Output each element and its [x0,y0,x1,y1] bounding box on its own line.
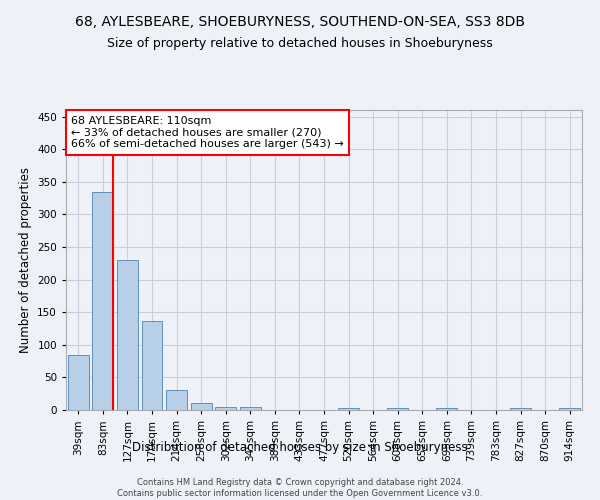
Text: 68, AYLESBEARE, SHOEBURYNESS, SOUTHEND-ON-SEA, SS3 8DB: 68, AYLESBEARE, SHOEBURYNESS, SOUTHEND-O… [75,15,525,29]
Bar [166,390,187,410]
Bar [240,406,261,410]
Bar [191,404,212,410]
Bar [68,354,89,410]
Bar [510,408,531,410]
Bar [142,322,163,410]
Text: 68 AYLESBEARE: 110sqm
← 33% of detached houses are smaller (270)
66% of semi-det: 68 AYLESBEARE: 110sqm ← 33% of detached … [71,116,344,149]
Text: Size of property relative to detached houses in Shoeburyness: Size of property relative to detached ho… [107,38,493,51]
Y-axis label: Number of detached properties: Number of detached properties [19,167,32,353]
Bar [387,408,408,410]
Bar [436,408,457,410]
Bar [338,408,359,410]
Bar [559,408,580,410]
Bar [215,406,236,410]
Text: Contains HM Land Registry data © Crown copyright and database right 2024.
Contai: Contains HM Land Registry data © Crown c… [118,478,482,498]
Bar [92,192,113,410]
Bar [117,260,138,410]
Text: Distribution of detached houses by size in Shoeburyness: Distribution of detached houses by size … [132,441,468,454]
